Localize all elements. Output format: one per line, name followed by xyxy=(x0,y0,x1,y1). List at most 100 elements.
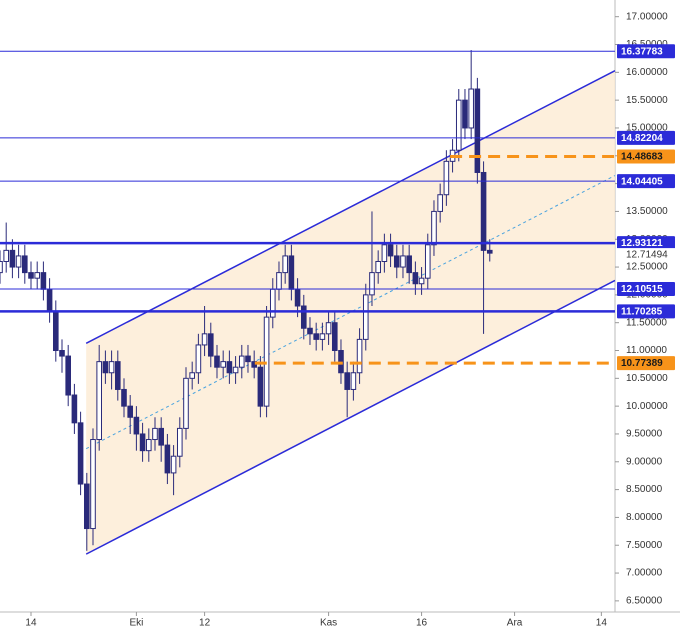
y-tick-label: 11.50000 xyxy=(626,317,667,328)
level-label: 10.77389 xyxy=(621,358,663,369)
level-label: 11.70285 xyxy=(621,307,663,318)
candle-body xyxy=(52,311,59,352)
y-tick-label: 16.00000 xyxy=(626,67,668,78)
candle-body xyxy=(121,388,127,407)
candle-body xyxy=(195,344,202,374)
level-label: 14.82204 xyxy=(621,133,663,144)
candle-body xyxy=(455,99,462,151)
level-label-box xyxy=(617,304,675,319)
candle-body xyxy=(412,272,419,285)
candle-body xyxy=(170,455,177,474)
candle-body xyxy=(189,372,195,379)
candle-body xyxy=(276,272,282,290)
level-label: 12.93121 xyxy=(621,238,663,249)
candle-body xyxy=(269,288,276,318)
candle-body xyxy=(0,260,3,274)
candle-body xyxy=(102,361,109,374)
candle-body xyxy=(468,88,474,129)
candle-body xyxy=(127,405,133,418)
level-label-box xyxy=(617,174,675,189)
y-tick-label: 7.50000 xyxy=(626,540,663,551)
candle-body xyxy=(3,249,9,262)
candle-body xyxy=(158,427,164,446)
y-tick-label: 10.50000 xyxy=(626,373,668,384)
candle-body xyxy=(294,288,301,307)
candle-body xyxy=(71,394,78,424)
candle-body xyxy=(65,355,71,396)
candle-body xyxy=(400,255,406,268)
candle-body xyxy=(232,366,239,374)
candle-body xyxy=(90,439,96,530)
candle-body xyxy=(356,338,363,374)
x-tick-label: 14 xyxy=(596,618,608,629)
candle-body xyxy=(108,361,115,374)
candle-body xyxy=(183,377,189,429)
candle-body xyxy=(344,372,350,390)
candle-body xyxy=(424,244,431,279)
y-tick-label: 15.00000 xyxy=(626,123,668,134)
channel-upper xyxy=(85,69,616,344)
x-tick-label: 16 xyxy=(416,618,428,629)
y-tick-label: 10.00000 xyxy=(626,401,668,412)
candle-body xyxy=(152,427,158,441)
candle-body xyxy=(15,255,22,268)
candle-body xyxy=(28,272,34,279)
y-tick-label: 12.50000 xyxy=(626,262,668,273)
candle-body xyxy=(369,272,375,296)
candle-body xyxy=(418,277,425,285)
candle-body xyxy=(300,305,307,329)
candle-body xyxy=(362,294,369,340)
y-tick-label: 13.50000 xyxy=(626,206,668,217)
candle-body xyxy=(96,361,102,441)
candle-body xyxy=(486,249,493,254)
level-label: 16.37783 xyxy=(621,46,663,57)
candle-body xyxy=(83,483,90,530)
level-label-box xyxy=(617,236,675,251)
level-label: 14.48683 xyxy=(621,152,663,163)
candle-body xyxy=(201,333,208,346)
candle-body xyxy=(9,249,16,268)
last-price-label: 12.71494 xyxy=(626,250,668,261)
level-label-box xyxy=(617,130,675,145)
y-tick-label: 9.00000 xyxy=(626,456,663,467)
y-tick-label: 15.50000 xyxy=(626,95,668,106)
x-tick-label: Ara xyxy=(507,618,523,629)
candle-body xyxy=(462,99,468,129)
y-tick-label: 6.50000 xyxy=(626,596,663,607)
level-label-box xyxy=(617,356,675,371)
candle-body xyxy=(406,255,412,274)
candle-body xyxy=(350,372,357,390)
candle-body xyxy=(133,416,140,435)
candle-body xyxy=(307,327,313,335)
y-tick-label: 11.00000 xyxy=(626,345,667,356)
candle-body xyxy=(331,322,338,352)
candle-body xyxy=(214,355,220,368)
candle-body xyxy=(40,272,47,290)
candle-body xyxy=(387,244,394,257)
candle-body xyxy=(431,210,437,246)
candle-body xyxy=(381,244,388,262)
candle-body xyxy=(238,355,245,368)
candle-body xyxy=(226,361,233,374)
x-tick-label: Eki xyxy=(129,618,143,629)
candle-body xyxy=(245,355,251,363)
candle-body xyxy=(114,361,121,390)
candle-body xyxy=(474,88,481,173)
last-price-box xyxy=(617,248,675,263)
x-tick-label: 14 xyxy=(25,618,37,629)
candle-body xyxy=(34,272,40,279)
candle-body xyxy=(207,333,214,357)
level-label-box xyxy=(617,282,675,297)
candle-body xyxy=(375,260,381,274)
x-tick-label: 12 xyxy=(199,618,211,629)
level-label-box xyxy=(617,44,675,59)
candle-body xyxy=(176,427,183,457)
level-label: 14.04405 xyxy=(621,176,663,187)
candle-body xyxy=(59,350,65,357)
candle-body xyxy=(282,255,288,274)
y-tick-label: 9.50000 xyxy=(626,429,663,440)
candle-body xyxy=(480,171,487,251)
x-tick-label: Kas xyxy=(320,618,337,629)
y-tick-label: 7.00000 xyxy=(626,568,663,579)
candle-body xyxy=(393,255,400,268)
